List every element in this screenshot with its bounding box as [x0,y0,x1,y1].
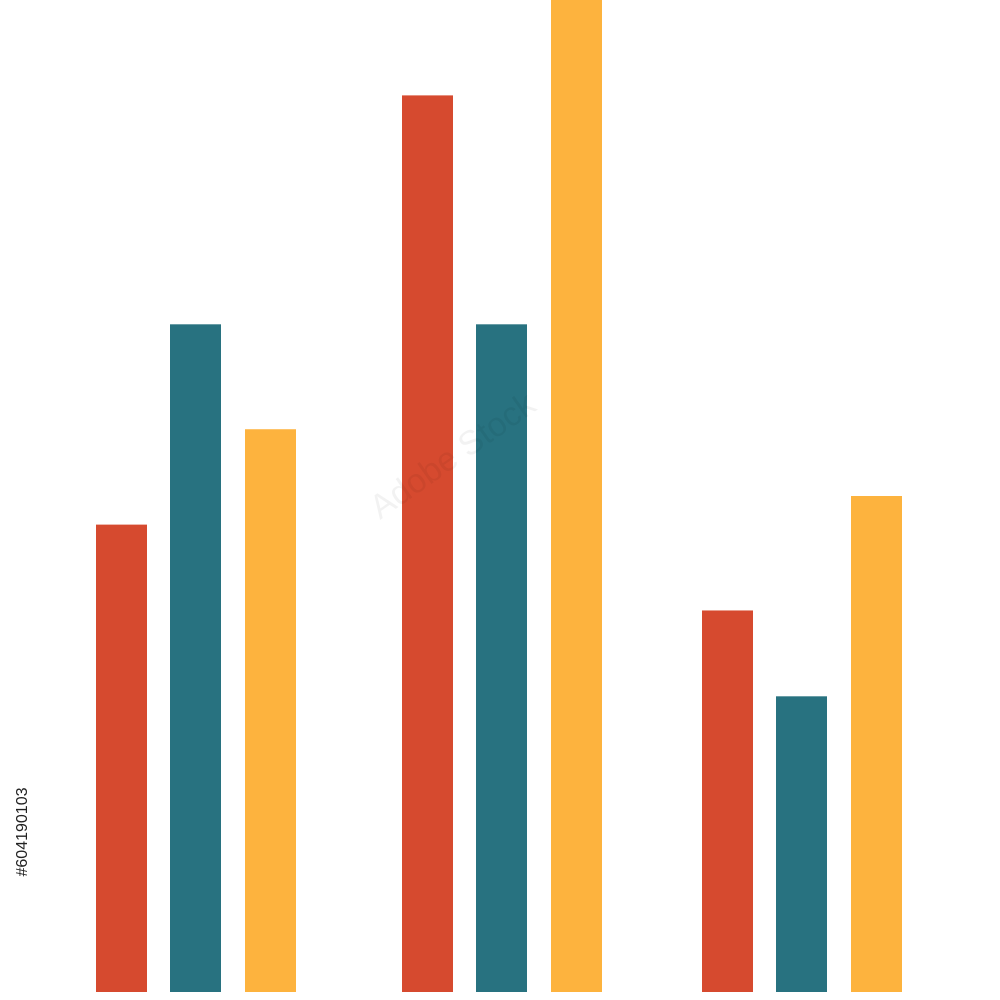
bar-group [96,0,902,992]
bar-group3-series2 [776,696,827,992]
bar-group2-series3 [551,0,602,992]
bar-group3-series1 [702,610,753,992]
bar-group2-series2 [476,324,527,992]
bar-group1-series2 [170,324,221,992]
bar-group3-series3 [851,496,902,992]
bar-group1-series3 [245,429,296,992]
bar-group1-series1 [96,524,147,992]
bar-group2-series1 [402,95,453,992]
stock-id-label: #604190103 [14,787,31,877]
